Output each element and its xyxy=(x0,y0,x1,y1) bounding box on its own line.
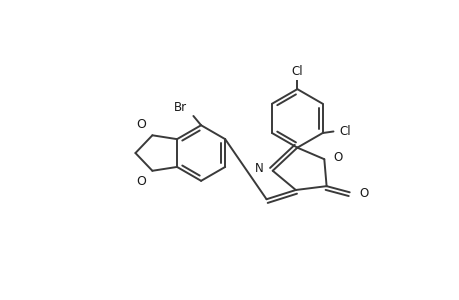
Text: Br: Br xyxy=(174,101,187,115)
Text: O: O xyxy=(333,151,342,164)
Text: N: N xyxy=(254,162,263,175)
Text: O: O xyxy=(136,175,146,188)
Text: Cl: Cl xyxy=(291,65,302,78)
Text: O: O xyxy=(136,118,146,131)
Text: Cl: Cl xyxy=(339,125,351,138)
Text: O: O xyxy=(358,187,367,200)
